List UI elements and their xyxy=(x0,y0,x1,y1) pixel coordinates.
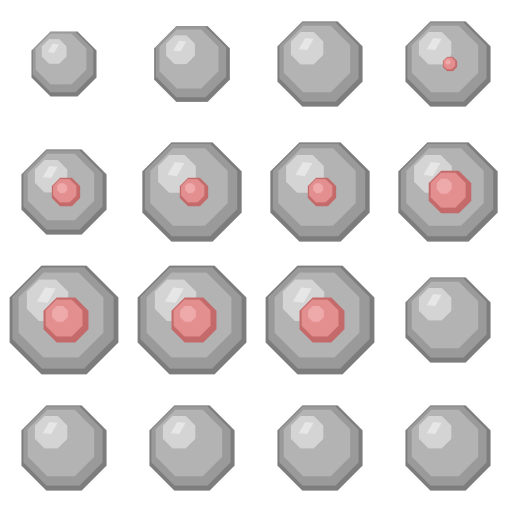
core-shine xyxy=(313,183,324,194)
shell-shine xyxy=(173,40,187,52)
core-shine xyxy=(436,178,452,194)
bubble-icon xyxy=(277,21,363,107)
bubble-icon xyxy=(405,277,491,363)
bubble-sprite-frame-15 xyxy=(256,384,384,512)
bubble-sprite-frame-11 xyxy=(256,256,384,384)
bubble-icon xyxy=(270,142,370,242)
bubble-sprite-frame-3 xyxy=(256,0,384,128)
core-shine xyxy=(308,306,324,322)
bubble-sprite-frame-4 xyxy=(384,0,512,128)
bubble-icon xyxy=(398,142,498,242)
bubble-icon xyxy=(137,265,247,375)
shell-shine xyxy=(298,422,314,435)
bubble-icon xyxy=(142,142,242,242)
bubble-sprite-frame-9 xyxy=(0,256,128,384)
bubble-icon xyxy=(21,405,107,491)
bubble-sprite-frame-12 xyxy=(384,256,512,384)
bubble-icon xyxy=(405,21,491,107)
bubble-sprite-frame-14 xyxy=(128,384,256,512)
bubble-icon xyxy=(9,265,119,375)
shell-shine xyxy=(42,166,58,179)
shell-shine xyxy=(170,422,186,435)
shell-shine xyxy=(36,287,56,303)
bubble-sprite-frame-8 xyxy=(384,128,512,256)
shell-shine xyxy=(42,422,58,435)
bubble-sprite-frame-10 xyxy=(128,256,256,384)
bubble-sprite-frame-2 xyxy=(128,0,256,128)
bubble-sprite-frame-7 xyxy=(256,128,384,256)
bubble-sprite-frame-5 xyxy=(0,128,128,256)
shell-shine xyxy=(423,162,441,177)
core-shine xyxy=(185,183,196,194)
core-shine xyxy=(180,306,196,322)
bubble-sprite-frame-6 xyxy=(128,128,256,256)
bubble-icon xyxy=(265,265,375,375)
shell-shine xyxy=(167,162,185,177)
bubble-icon xyxy=(21,149,107,235)
bubble-icon xyxy=(31,31,97,97)
shell-shine xyxy=(426,422,442,435)
shell-shine xyxy=(295,162,313,177)
bubble-icon xyxy=(149,405,235,491)
bubble-icon xyxy=(154,26,230,102)
shell-shine xyxy=(47,43,60,53)
shell-shine xyxy=(292,287,312,303)
core-shine xyxy=(57,183,68,194)
shell-shine xyxy=(164,287,184,303)
core-shine xyxy=(52,306,68,322)
bubble-sprite-frame-1 xyxy=(0,0,128,128)
shell-shine xyxy=(426,38,442,51)
core-shine xyxy=(445,59,451,65)
bubble-icon xyxy=(277,405,363,491)
bubble-sprite-frame-16 xyxy=(384,384,512,512)
bubble-sprite-frame-13 xyxy=(0,384,128,512)
shell-shine xyxy=(298,38,314,51)
shell-shine xyxy=(426,294,442,307)
bubble-icon xyxy=(405,405,491,491)
